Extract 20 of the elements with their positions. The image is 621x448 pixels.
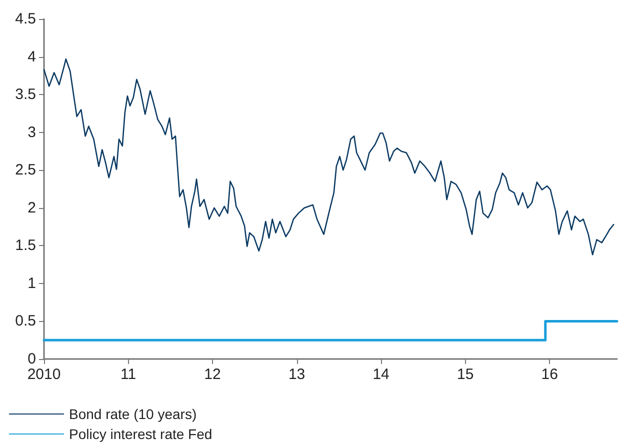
x-tick-label: 11 <box>120 366 136 383</box>
y-tick-label: 2 <box>28 199 36 216</box>
x-tick-label: 13 <box>288 366 306 383</box>
x-tick-label: 14 <box>372 366 390 383</box>
y-tick-label: 4.5 <box>15 10 36 28</box>
x-tick-label: 16 <box>541 366 558 383</box>
x-tick-label: 2010 <box>27 366 61 383</box>
legend-label: Policy interest rate Fed <box>69 426 212 442</box>
y-tick-label: 0.5 <box>15 312 36 330</box>
x-tick-label: 12 <box>204 366 221 383</box>
y-tick-label: 4 <box>28 48 36 66</box>
y-tick-label: 1.5 <box>15 237 36 254</box>
y-tick-label: 1 <box>28 274 36 292</box>
x-tick-label: 15 <box>456 366 474 383</box>
y-tick-label: 3 <box>28 124 36 141</box>
y-tick-label: 2.5 <box>15 162 36 179</box>
legend-label: Bond rate (10 years) <box>69 406 197 422</box>
line-series <box>43 58 614 256</box>
y-tick-label: 0 <box>28 350 36 368</box>
y-tick-label: 3.5 <box>15 86 36 104</box>
